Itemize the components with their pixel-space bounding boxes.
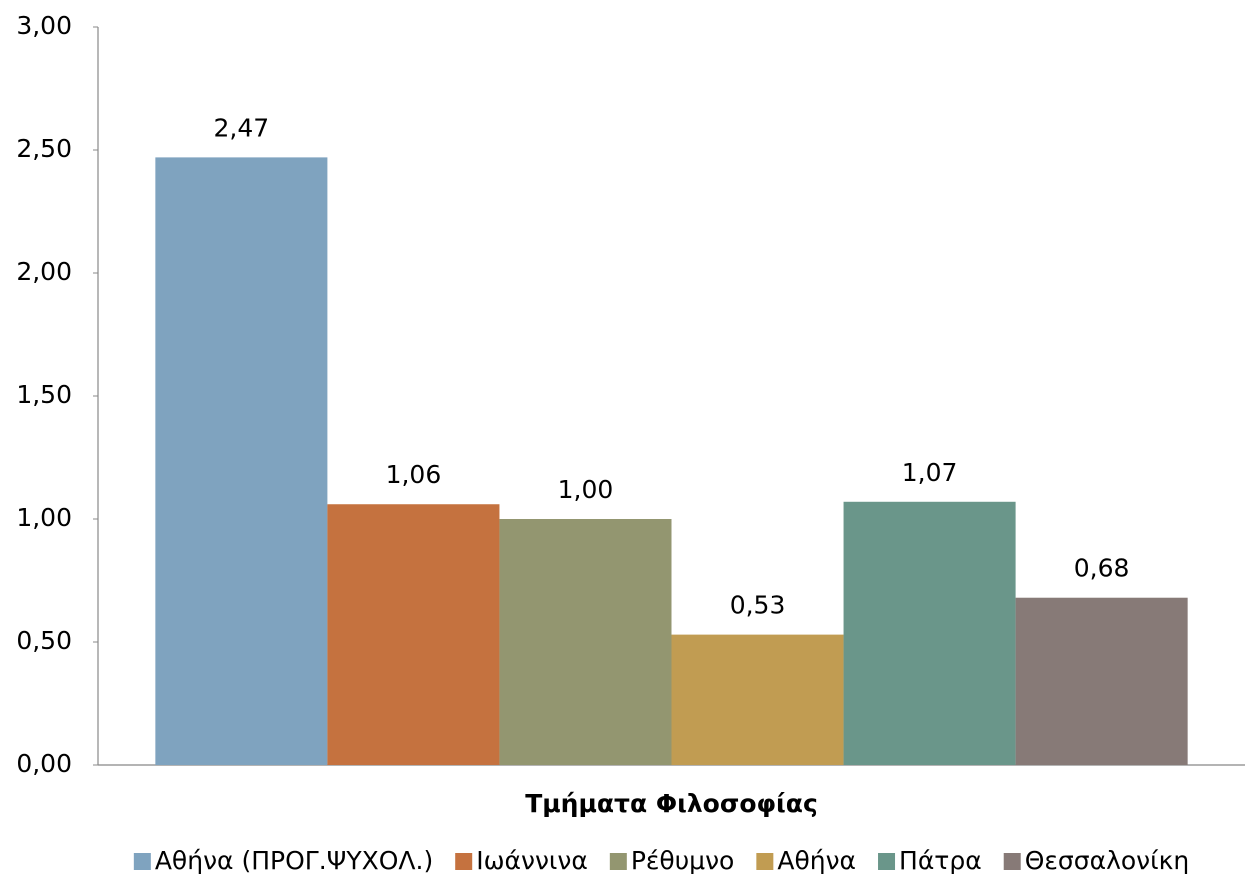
legend-label: Αθήνα — [777, 846, 856, 875]
y-tick-label: 0,00 — [16, 749, 72, 778]
legend-label: Αθήνα (ΠΡΟΓ.ΨΥΧΟΛ.) — [155, 846, 433, 875]
data-label: 1,07 — [902, 458, 958, 487]
data-label: 0,68 — [1074, 554, 1130, 583]
bar — [843, 501, 1016, 765]
bar — [671, 634, 844, 765]
legend-label: Θεσσαλονίκη — [1025, 846, 1189, 875]
bar — [499, 519, 672, 765]
y-tick-label: 1,00 — [16, 503, 72, 532]
legend-swatch — [455, 853, 473, 870]
legend-swatch — [133, 853, 151, 870]
data-label: 2,47 — [214, 113, 270, 142]
bar — [327, 504, 500, 765]
data-label: 0,53 — [730, 591, 786, 620]
legend-label: Πάτρα — [899, 846, 982, 875]
bar — [1015, 597, 1188, 765]
legend-swatch — [756, 853, 774, 870]
legend-label: Ιωάννινα — [476, 846, 588, 875]
data-label: 1,00 — [558, 475, 614, 504]
legend-swatch — [609, 853, 627, 870]
y-tick-label: 1,50 — [16, 380, 72, 409]
data-label: 1,06 — [386, 460, 442, 489]
legend-label: Ρέθυμνο — [631, 846, 735, 875]
y-tick-label: 3,00 — [16, 11, 72, 40]
legend-swatch — [878, 853, 896, 870]
y-tick-label: 2,00 — [16, 257, 72, 286]
y-tick-label: 0,50 — [16, 626, 72, 655]
bar — [155, 157, 328, 765]
x-axis-category: Τμήματα Φιλοσοφίας — [525, 789, 818, 818]
legend-swatch — [1003, 853, 1021, 870]
y-tick-label: 2,50 — [16, 134, 72, 163]
